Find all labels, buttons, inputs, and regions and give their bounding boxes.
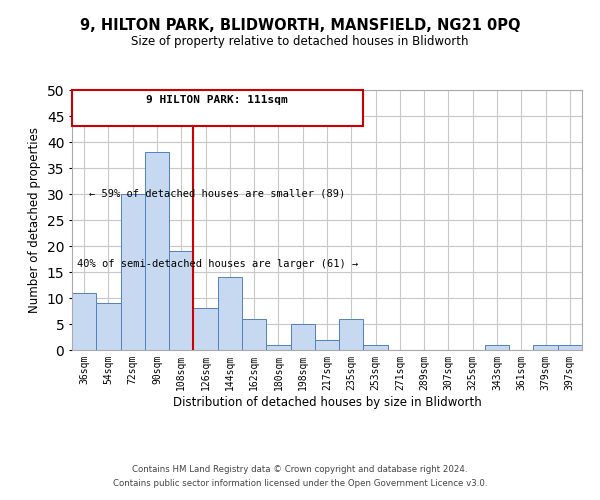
Text: Contains HM Land Registry data © Crown copyright and database right 2024.
Contai: Contains HM Land Registry data © Crown c… bbox=[113, 466, 487, 487]
Bar bbox=[169, 251, 193, 350]
Bar bbox=[485, 345, 509, 350]
Bar bbox=[533, 345, 558, 350]
Text: 9 HILTON PARK: 111sqm: 9 HILTON PARK: 111sqm bbox=[146, 95, 288, 105]
Y-axis label: Number of detached properties: Number of detached properties bbox=[28, 127, 41, 313]
Bar bbox=[242, 319, 266, 350]
Bar bbox=[72, 90, 362, 126]
Bar bbox=[145, 152, 169, 350]
Bar bbox=[364, 345, 388, 350]
Bar bbox=[121, 194, 145, 350]
Bar bbox=[315, 340, 339, 350]
Bar bbox=[339, 319, 364, 350]
Bar bbox=[218, 277, 242, 350]
Bar bbox=[558, 345, 582, 350]
Bar bbox=[96, 303, 121, 350]
Bar bbox=[193, 308, 218, 350]
Text: 9, HILTON PARK, BLIDWORTH, MANSFIELD, NG21 0PQ: 9, HILTON PARK, BLIDWORTH, MANSFIELD, NG… bbox=[80, 18, 520, 32]
Bar bbox=[290, 324, 315, 350]
Text: 40% of semi-detached houses are larger (61) →: 40% of semi-detached houses are larger (… bbox=[77, 259, 358, 269]
Text: ← 59% of detached houses are smaller (89): ← 59% of detached houses are smaller (89… bbox=[89, 189, 346, 199]
Text: Size of property relative to detached houses in Blidworth: Size of property relative to detached ho… bbox=[131, 35, 469, 48]
X-axis label: Distribution of detached houses by size in Blidworth: Distribution of detached houses by size … bbox=[173, 396, 481, 408]
Bar bbox=[72, 293, 96, 350]
Bar bbox=[266, 345, 290, 350]
